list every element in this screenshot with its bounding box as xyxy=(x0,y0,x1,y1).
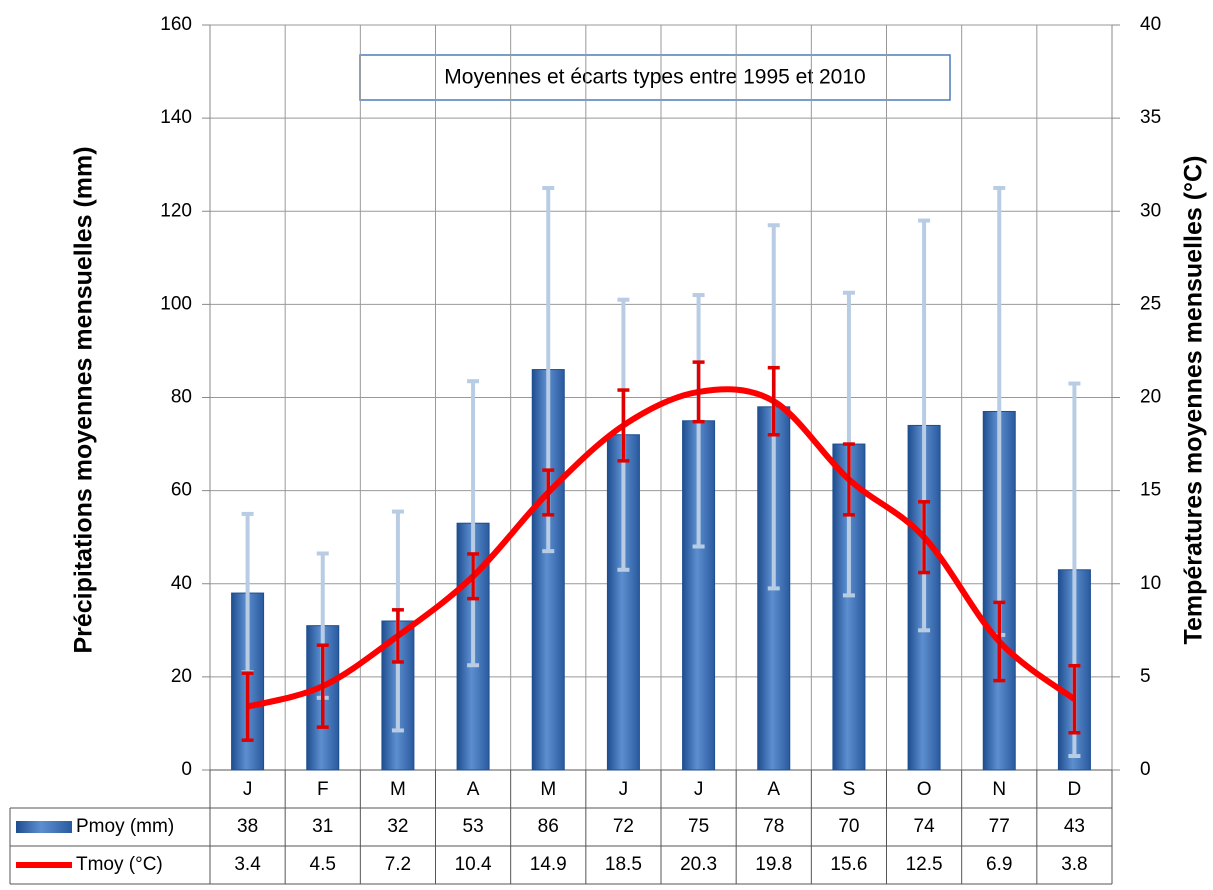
y2-tick-label: 30 xyxy=(1140,200,1161,221)
x-tick-label: J xyxy=(694,779,704,800)
table-value: 14.9 xyxy=(530,854,567,875)
table-value: 15.6 xyxy=(830,854,867,875)
error-bar xyxy=(993,600,1006,683)
table-value: 20.3 xyxy=(680,854,717,875)
x-tick-label: N xyxy=(992,779,1006,800)
y-tick-label: 120 xyxy=(160,200,192,221)
table-value: 12.5 xyxy=(906,854,943,875)
x-tick-label: J xyxy=(243,779,253,800)
table-value: 7.2 xyxy=(385,854,411,875)
y-tick-label: 100 xyxy=(160,293,192,314)
table-value: 86 xyxy=(538,816,559,837)
x-tick-label: S xyxy=(843,779,856,800)
error-bar xyxy=(542,468,555,517)
table-value: 53 xyxy=(463,816,484,837)
error-bar xyxy=(467,552,480,601)
legend-label: Tmoy (°C) xyxy=(76,854,163,875)
error-bar xyxy=(241,671,254,742)
error-bar xyxy=(391,608,404,664)
error-bar xyxy=(842,442,855,517)
table-value: 75 xyxy=(688,816,709,837)
annotation: Moyennes et écarts types entre 1995 et 2… xyxy=(444,66,865,89)
legend-swatch xyxy=(16,821,72,833)
y-tick-label: 0 xyxy=(181,759,192,780)
x-tick-label: O xyxy=(917,779,932,800)
table-value: 31 xyxy=(312,816,333,837)
x-tick-label: A xyxy=(767,779,780,800)
table-value: 19.8 xyxy=(755,854,792,875)
table-value: 43 xyxy=(1064,816,1085,837)
y2-tick-label: 10 xyxy=(1140,573,1161,594)
x-tick-label: A xyxy=(467,779,480,800)
y2-tick-label: 0 xyxy=(1140,759,1151,780)
y2-tick-label: 20 xyxy=(1140,387,1161,408)
y2-tick-label: 35 xyxy=(1140,107,1161,128)
table-value: 10.4 xyxy=(455,854,492,875)
table-value: 3.4 xyxy=(234,854,261,875)
y-tick-label: 160 xyxy=(160,14,192,35)
y-tick-label: 20 xyxy=(171,666,192,687)
table-value: 3.8 xyxy=(1061,854,1087,875)
y2-tick-label: 25 xyxy=(1140,293,1161,314)
y-tick-label: 80 xyxy=(171,387,192,408)
table-value: 77 xyxy=(989,816,1010,837)
table-value: 72 xyxy=(613,816,634,837)
x-tick-label: M xyxy=(540,779,556,800)
y-tick-label: 40 xyxy=(171,573,192,594)
error-bar xyxy=(617,388,630,463)
y2-tick-label: 5 xyxy=(1140,666,1151,687)
table-value: 78 xyxy=(763,816,784,837)
y-tick-label: 140 xyxy=(160,107,192,128)
y2-tick-label: 15 xyxy=(1140,480,1161,501)
error-bar xyxy=(1068,663,1081,735)
table-value: 32 xyxy=(387,816,408,837)
annotation-box xyxy=(359,54,951,101)
y2-tick-label: 40 xyxy=(1140,14,1161,35)
y2-axis-title: Températures moyennes mensuelles (°C) xyxy=(1180,156,1208,645)
error-bar xyxy=(316,643,329,729)
x-tick-label: D xyxy=(1068,779,1082,800)
error-bar xyxy=(467,379,480,668)
table-value: 4.5 xyxy=(310,854,336,875)
table-value: 18.5 xyxy=(605,854,642,875)
x-tick-label: J xyxy=(619,779,629,800)
y-axis-title: Précipitations moyennes mensuelles (mm) xyxy=(70,146,98,653)
x-tick-label: F xyxy=(317,779,329,800)
table-value: 6.9 xyxy=(986,854,1012,875)
error-bar xyxy=(767,365,780,437)
table-value: 70 xyxy=(838,816,859,837)
table-value: 74 xyxy=(914,816,936,837)
x-tick-label: M xyxy=(390,779,406,800)
error-bar xyxy=(918,500,931,575)
error-bar xyxy=(692,360,705,424)
legend-label: Pmoy (mm) xyxy=(76,816,174,837)
table-value: 38 xyxy=(237,816,258,837)
y-tick-label: 60 xyxy=(171,480,192,501)
